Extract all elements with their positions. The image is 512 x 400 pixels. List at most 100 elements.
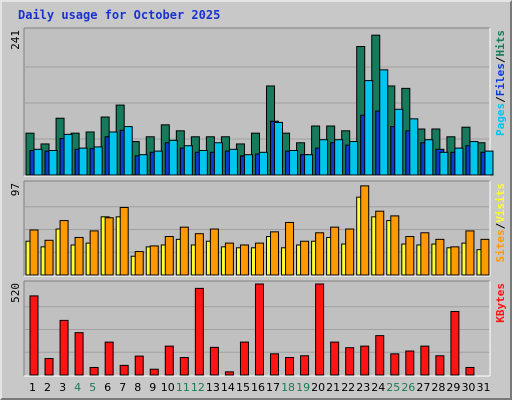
bar-kbytes-day-16 [254,283,264,376]
bar-kbytes-day-28 [435,355,445,376]
bar-kbytes-day-8 [134,355,144,376]
bar-pages-day-17 [274,121,284,176]
bar-sites-day-21 [330,226,340,276]
bar-pages-day-3 [63,133,73,176]
bar-kbytes-day-11 [179,357,189,376]
bar-pages-day-20 [319,139,329,176]
x-tick-label-day-2: 2 [44,381,51,394]
legend-entry: Visits [494,183,507,223]
bar-sites-day-1 [29,229,39,276]
bar-sites-day-31 [480,238,490,276]
bar-pages-day-13 [213,142,223,176]
bar-sites-day-26 [405,236,415,276]
legend-entry: / [494,222,507,229]
x-tick-label-day-10: 10 [161,381,175,394]
legend-entry: Hits [494,30,507,57]
bar-sites-day-18 [285,221,295,276]
x-tick-label-day-30: 30 [461,381,475,394]
legend-entry: / [494,96,507,103]
bar-pages-day-21 [334,139,344,176]
bar-sites-day-12 [194,233,204,276]
bar-pages-day-16 [258,151,268,176]
legend-entry: Pages [494,103,507,136]
bar-pages-day-7 [123,126,133,176]
bar-kbytes-day-30 [465,366,475,376]
y-tick-label: 97 [9,183,22,196]
x-tick-label-day-12: 12 [191,381,205,394]
x-tick-label-day-16: 16 [251,381,265,394]
bar-pages-day-23 [364,80,374,176]
x-tick-label-day-25: 25 [386,381,400,394]
x-tick-label-day-31: 31 [476,381,490,394]
bar-sites-day-5 [89,230,99,276]
bar-kbytes-day-18 [285,357,295,376]
bar-pages-day-19 [304,154,314,176]
bar-sites-day-17 [270,231,280,276]
bar-pages-day-5 [93,146,103,176]
bar-pages-day-6 [108,131,118,176]
x-tick-label-day-26: 26 [401,381,415,394]
x-tick-label-day-6: 6 [104,381,111,394]
bar-pages-day-31 [484,150,494,176]
bar-sites-day-2 [44,239,54,276]
bar-sites-day-11 [179,226,189,276]
bar-pages-day-15 [243,154,253,176]
bar-pages-day-26 [409,118,419,176]
x-tick-label-day-9: 9 [149,381,156,394]
bar-sites-day-28 [435,238,445,276]
bar-sites-day-10 [164,236,174,276]
bar-kbytes-day-25 [390,353,400,376]
bar-kbytes-day-20 [315,283,325,376]
bar-kbytes-day-23 [360,345,370,376]
legend-kbytes: KBytes [494,283,507,323]
bar-kbytes-day-1 [29,295,39,376]
bar-kbytes-day-26 [405,350,415,376]
bar-sites-day-15 [239,244,249,276]
bar-sites-day-7 [119,206,129,276]
legend-entry: Files [494,63,507,96]
bar-pages-day-22 [349,141,359,176]
x-tick-label-day-4: 4 [74,381,81,394]
bar-kbytes-day-19 [300,355,310,376]
bar-pages-day-14 [228,148,238,176]
bar-pages-day-11 [183,145,193,176]
bar-pages-day-27 [424,139,434,176]
bar-pages-day-25 [394,108,404,176]
bar-kbytes-day-5 [89,366,99,376]
x-tick-label-day-17: 17 [266,381,280,394]
bar-kbytes-day-4 [74,332,84,376]
bar-pages-day-2 [48,150,58,176]
legend-visits-sites: Sites/Visits [494,183,507,263]
bar-kbytes-day-29 [450,310,460,376]
bar-kbytes-day-7 [119,364,129,376]
bar-sites-day-4 [74,236,84,276]
bar-pages-day-12 [198,150,208,176]
bar-kbytes-day-17 [270,353,280,376]
x-tick-label-day-29: 29 [446,381,460,394]
x-tick-label-day-18: 18 [281,381,295,394]
bar-kbytes-day-27 [420,345,430,376]
bar-sites-day-23 [360,185,370,276]
legend-entry: Sites [494,229,507,262]
bar-pages-day-8 [138,154,148,176]
x-axis-labels: 1 2 3 4 5 6 7 8 9 10 11 12 13 14 15 16 17 18 19 20 21 22 23 24 2… [29,381,490,394]
x-tick-label-day-28: 28 [431,381,445,394]
bar-sites-day-25 [390,215,400,276]
x-tick-label-day-3: 3 [59,381,66,394]
bar-kbytes-day-3 [59,319,69,376]
chart-title: Daily usage for October 2025 [18,8,220,22]
bar-kbytes-day-6 [104,341,114,376]
x-tick-label-day-8: 8 [134,381,141,394]
bar-kbytes-day-2 [44,358,54,376]
bar-kbytes-day-12 [194,287,204,376]
bar-pages-day-9 [153,150,163,176]
x-tick-label-day-14: 14 [221,381,235,394]
x-tick-label-day-13: 13 [206,381,220,394]
x-tick-label-day-1: 1 [29,381,36,394]
bar-kbytes-day-9 [149,368,159,376]
x-tick-label-day-5: 5 [89,381,96,394]
bar-sites-day-8 [134,251,144,276]
bar-sites-day-24 [375,210,385,276]
